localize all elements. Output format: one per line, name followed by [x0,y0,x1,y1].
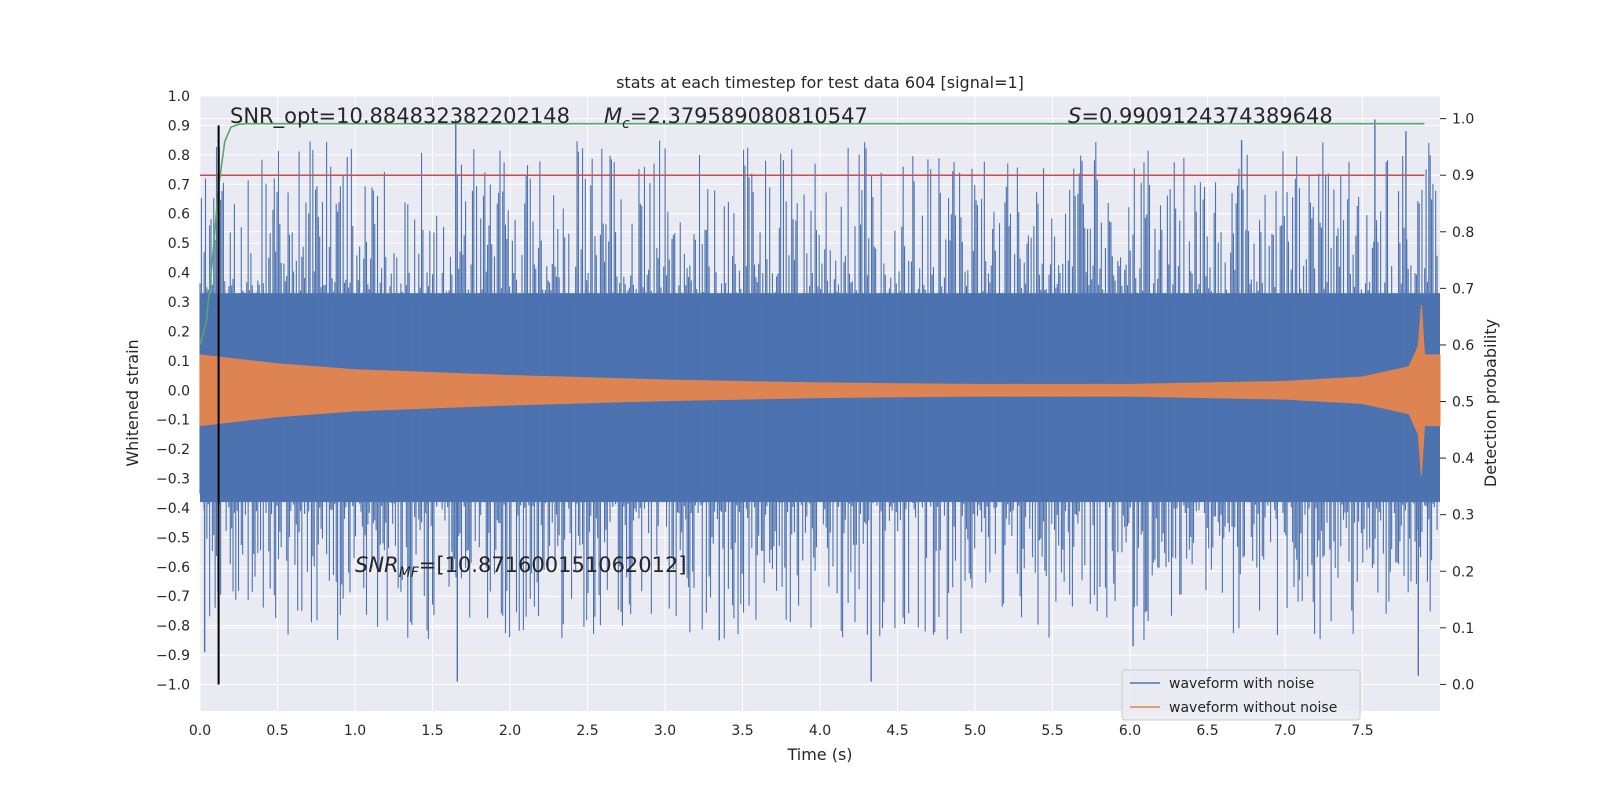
y2-axis-ticks: 1.0 0.9 0.8 0.7 0.6 0.5 0.4 0.3 0.2 0.1 0.0 [1440,112,1474,693]
x-tick-label: 3.5 [731,723,753,739]
y2-tick-label: 0.9 [1452,168,1474,184]
y-axis-label: Whitened strain [123,339,142,466]
y2-tick-label: 0.5 [1452,395,1474,411]
x-tick-label: 5.5 [1041,723,1063,739]
x-tick-label: 4.0 [809,723,831,739]
snr-opt-annotation: SNR_opt=10.884832382202148 [230,104,570,129]
mc-annotation: Mc=2.379589080810547 [604,104,868,132]
y2-tick-label: 0.2 [1452,564,1474,580]
y-tick-label: −0.7 [156,589,190,605]
x-tick-label: 7.0 [1274,723,1296,739]
legend-box [1121,669,1361,721]
y-tick-label: 1.0 [168,89,190,105]
x-tick-label: 3.0 [654,723,676,739]
x-tick-label: 6.0 [1119,723,1141,739]
y-tick-label: 0.1 [168,354,190,370]
y2-tick-label: 0.8 [1452,225,1474,241]
y-tick-label: 0.9 [168,118,190,134]
y-tick-label: −0.5 [156,530,190,546]
detection-probability-line [199,122,1425,346]
chart-title: stats at each timestep for test data 604… [616,73,1024,92]
legend-label-clean: waveform without noise [1169,700,1337,716]
x-tick-label: 5.0 [964,723,986,739]
x-axis-label: Time (s) [786,745,852,764]
y-tick-label: 0.2 [168,324,190,340]
s-annotation: S=0.9909124374389648 [1068,104,1333,128]
series-waveform-without-noise [199,304,1441,476]
y-tick-label: −0.3 [156,472,190,488]
y-tick-label: 0.3 [168,295,190,311]
x-axis-ticks: 0.0 0.5 1.0 1.5 2.0 2.5 3.0 3.5 4.0 4.5 5.0 5.5 6.0 6… [189,723,1374,739]
y-axis-ticks: 1.0 0.9 0.8 0.7 0.6 0.5 0.4 0.3 0.2 0.1 0.0 −0.1 −0.… [156,89,190,694]
y-tick-label: 0.8 [168,148,190,164]
x-tick-label: 1.5 [421,723,443,739]
clean-envelope [199,304,1441,476]
y-tick-label: −0.9 [156,648,190,664]
legend-label-noise: waveform with noise [1169,676,1314,692]
y2-tick-label: 1.0 [1452,112,1474,128]
x-tick-label: 7.5 [1351,723,1373,739]
y2-tick-label: 0.6 [1452,338,1474,354]
x-tick-label: 6.5 [1196,723,1218,739]
y2-tick-label: 0.3 [1452,508,1474,524]
y-tick-label: −0.6 [156,560,190,576]
y-tick-label: −0.2 [156,442,190,458]
y-tick-label: −0.8 [156,619,190,635]
x-tick-label: 2.0 [499,723,521,739]
y-tick-label: 0.0 [168,383,190,399]
legend: waveform with noise waveform without noi… [1121,669,1361,721]
y-tick-label: 0.4 [168,266,190,282]
y2-tick-label: 0.4 [1452,451,1474,467]
x-tick-label: 0.0 [189,723,211,739]
overlays [199,122,1425,685]
y2-axis-label: Detection probability [1481,319,1500,487]
y-tick-label: −1.0 [156,678,190,694]
y-tick-label: −0.4 [156,501,190,517]
y-tick-label: 0.5 [168,236,190,252]
y2-tick-label: 0.7 [1452,281,1474,297]
x-tick-label: 1.0 [344,723,366,739]
snr-mf-annotation: SNRMF=[10.871600151062012] [355,553,687,581]
y-tick-label: 0.7 [168,177,190,193]
x-tick-label: 0.5 [266,723,288,739]
y-tick-label: −0.1 [156,413,190,429]
y2-tick-label: 0.0 [1452,677,1474,693]
y2-tick-label: 0.1 [1452,621,1474,637]
x-tick-label: 2.5 [576,723,598,739]
x-tick-label: 4.5 [886,723,908,739]
y-tick-label: 0.6 [168,207,190,223]
